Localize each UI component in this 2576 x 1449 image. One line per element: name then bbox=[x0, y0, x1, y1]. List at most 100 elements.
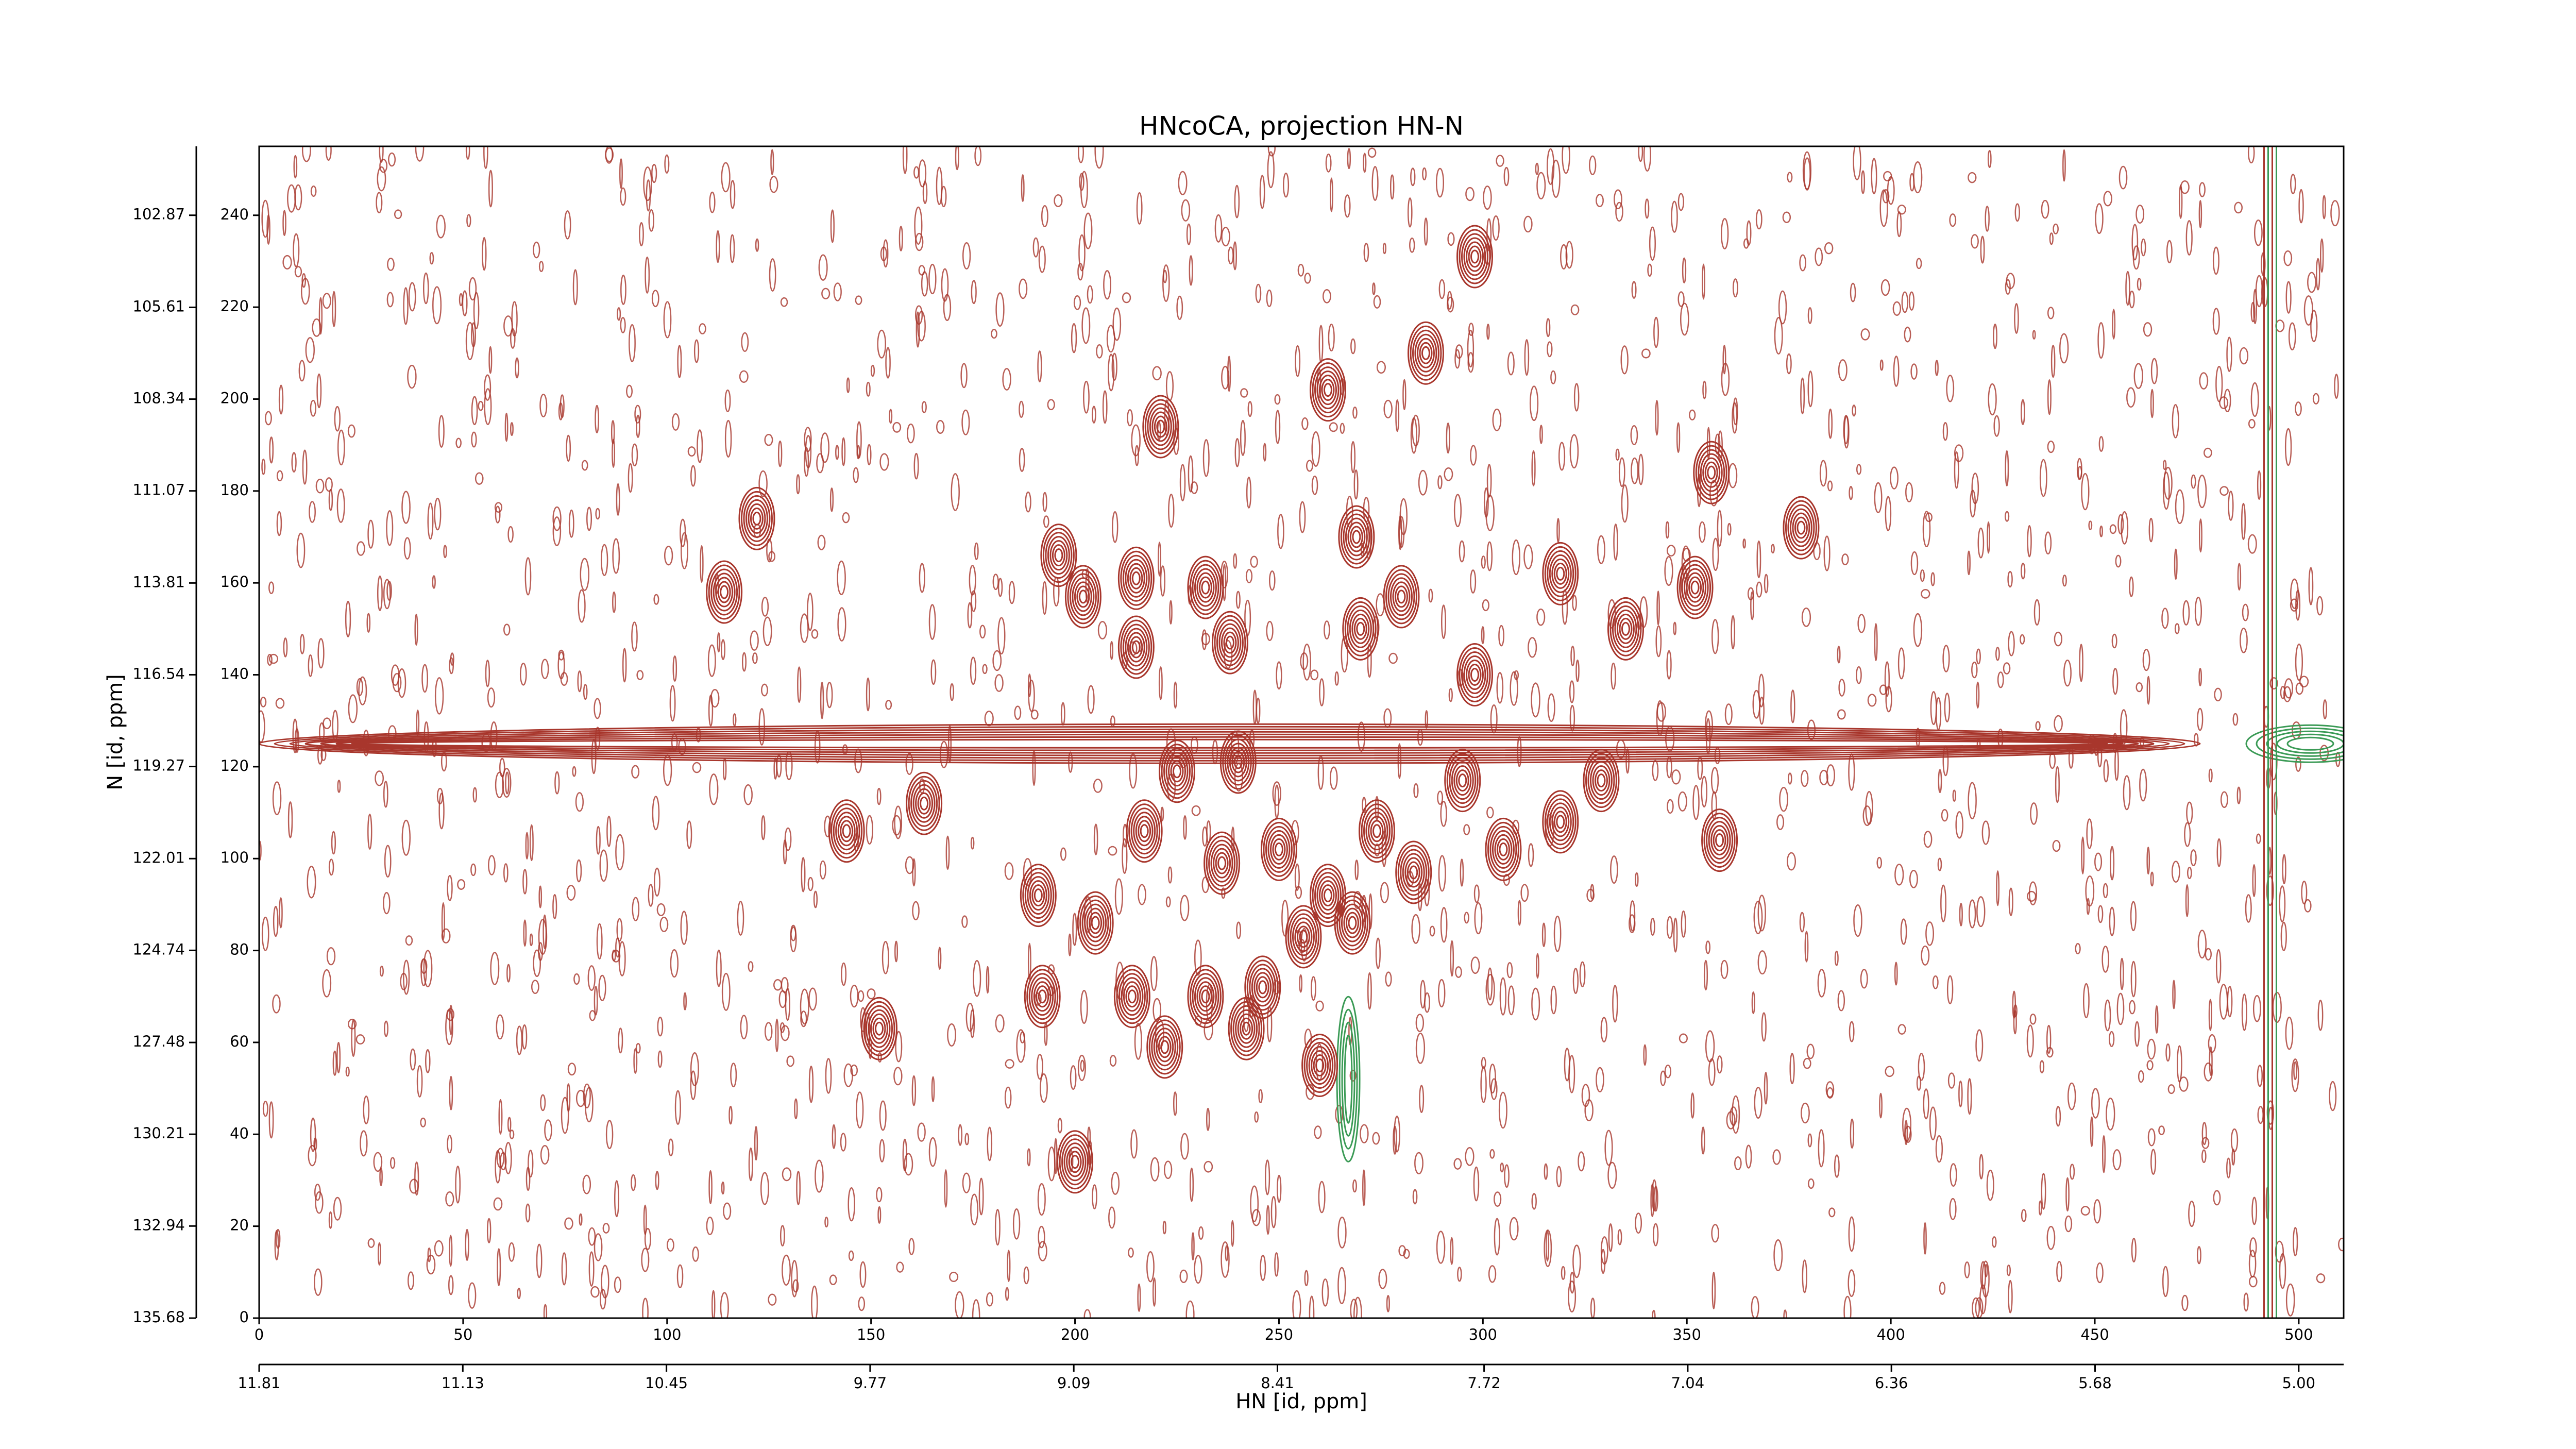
noise-contour bbox=[646, 179, 651, 212]
noise-contour bbox=[1755, 209, 1762, 230]
noise-contour bbox=[1823, 535, 1831, 571]
noise-contour bbox=[1202, 439, 1210, 477]
noise-contour bbox=[2097, 905, 2104, 923]
noise-contour bbox=[1150, 1157, 1160, 1182]
noise-contour bbox=[986, 966, 990, 994]
noise-contour bbox=[1702, 380, 1707, 399]
noise-contour bbox=[2187, 867, 2192, 880]
noise-contour bbox=[499, 1152, 507, 1171]
noise-contour bbox=[2256, 833, 2261, 844]
noise-contour bbox=[403, 959, 410, 995]
noise-contour bbox=[1179, 464, 1186, 501]
noise-contour bbox=[552, 506, 562, 531]
noise-contour bbox=[1562, 146, 1570, 174]
noise-contour bbox=[2030, 802, 2038, 825]
noise-contour bbox=[893, 1067, 903, 1086]
noise-contour bbox=[1127, 409, 1133, 427]
noise-contour bbox=[540, 1094, 546, 1111]
peak-contour bbox=[1301, 1034, 1338, 1098]
noise-contour bbox=[2290, 598, 2298, 612]
noise-contour bbox=[1329, 422, 1338, 432]
noise-contour bbox=[761, 597, 769, 617]
peak-contour bbox=[1086, 907, 1105, 938]
peak-contour bbox=[740, 491, 773, 546]
peak-contour bbox=[1198, 576, 1212, 599]
noise-contour bbox=[1234, 184, 1240, 218]
noise-contour bbox=[490, 952, 500, 985]
noise-contour bbox=[519, 663, 527, 686]
noise-contour bbox=[2006, 1265, 2011, 1276]
noise-contour bbox=[758, 470, 768, 497]
noise-contour bbox=[2065, 1177, 2070, 1212]
x-tick-label: 500 bbox=[2284, 1326, 2313, 1343]
noise-contour bbox=[1666, 650, 1672, 680]
noise-contour bbox=[1314, 1125, 1322, 1139]
noise-contour bbox=[1964, 1261, 1970, 1278]
peak-contour bbox=[1251, 968, 1274, 1007]
noise-contour bbox=[1128, 1247, 1134, 1258]
noise-contour bbox=[1190, 481, 1198, 494]
peak-contour bbox=[1267, 830, 1291, 869]
noise-contour bbox=[741, 332, 749, 352]
noise-contour bbox=[1016, 1029, 1026, 1063]
peak-contour bbox=[1246, 959, 1279, 1015]
noise-contour bbox=[676, 1264, 684, 1289]
noise-contour bbox=[606, 815, 612, 847]
noise-contour bbox=[761, 815, 766, 840]
noise-contour bbox=[2219, 396, 2229, 409]
noise-contour bbox=[408, 1271, 414, 1290]
noise-contour bbox=[1323, 289, 1331, 304]
noise-contour bbox=[2236, 786, 2241, 804]
noise-contour bbox=[379, 146, 384, 163]
peak-contour bbox=[1710, 825, 1729, 856]
noise-contour bbox=[1486, 324, 1490, 340]
noise-contour bbox=[677, 345, 682, 378]
peak-contour bbox=[1187, 555, 1224, 619]
noise-contour bbox=[1745, 1144, 1752, 1169]
noise-contour bbox=[1803, 1057, 1811, 1069]
noise-contour bbox=[587, 965, 596, 991]
noise-contour bbox=[296, 532, 306, 568]
noise-contour bbox=[367, 519, 375, 549]
peak-contour bbox=[1688, 576, 1702, 599]
noise-contour bbox=[1579, 961, 1586, 987]
peak-contour bbox=[1451, 761, 1474, 800]
noise-contour bbox=[1376, 593, 1385, 617]
peak-contour bbox=[1715, 833, 1724, 848]
noise-contour bbox=[2257, 470, 2262, 500]
noise-contour bbox=[1660, 1070, 1666, 1086]
noise-contour bbox=[2147, 1038, 2156, 1060]
peak-contour bbox=[1057, 1130, 1094, 1194]
noise-contour bbox=[1409, 237, 1415, 253]
noise-contour bbox=[1221, 365, 1230, 390]
noise-contour bbox=[261, 199, 269, 238]
noise-contour bbox=[1561, 1266, 1566, 1280]
noise-contour bbox=[709, 191, 716, 213]
noise-contour bbox=[994, 1208, 1001, 1246]
noise-contour bbox=[1301, 417, 1309, 430]
noise-contour bbox=[448, 1275, 454, 1295]
noise-contour bbox=[2026, 1024, 2034, 1058]
noise-contour bbox=[1078, 146, 1084, 163]
noise-contour bbox=[1489, 1149, 1495, 1159]
peak-contour bbox=[1410, 325, 1442, 381]
peak-contour bbox=[1235, 1009, 1258, 1048]
noise-contour bbox=[323, 717, 331, 730]
noise-contour bbox=[566, 434, 571, 462]
noise-contour bbox=[310, 399, 317, 417]
noise-contour bbox=[384, 845, 392, 878]
noise-contour bbox=[790, 924, 796, 941]
noise-contour bbox=[466, 214, 471, 227]
noise-contour bbox=[2028, 881, 2038, 905]
peak-contour bbox=[750, 507, 764, 530]
noise-contour bbox=[2021, 399, 2025, 425]
noise-contour bbox=[779, 1225, 785, 1246]
peak-contour bbox=[1553, 562, 1567, 585]
noise-contour bbox=[2102, 1135, 2106, 1173]
noise-contour bbox=[1194, 1255, 1202, 1284]
noise-contour bbox=[1191, 1232, 1195, 1261]
noise-contour bbox=[1102, 390, 1108, 424]
noise-contour bbox=[1057, 1118, 1063, 1134]
noise-contour bbox=[917, 311, 926, 342]
noise-contour bbox=[2038, 1200, 2042, 1216]
